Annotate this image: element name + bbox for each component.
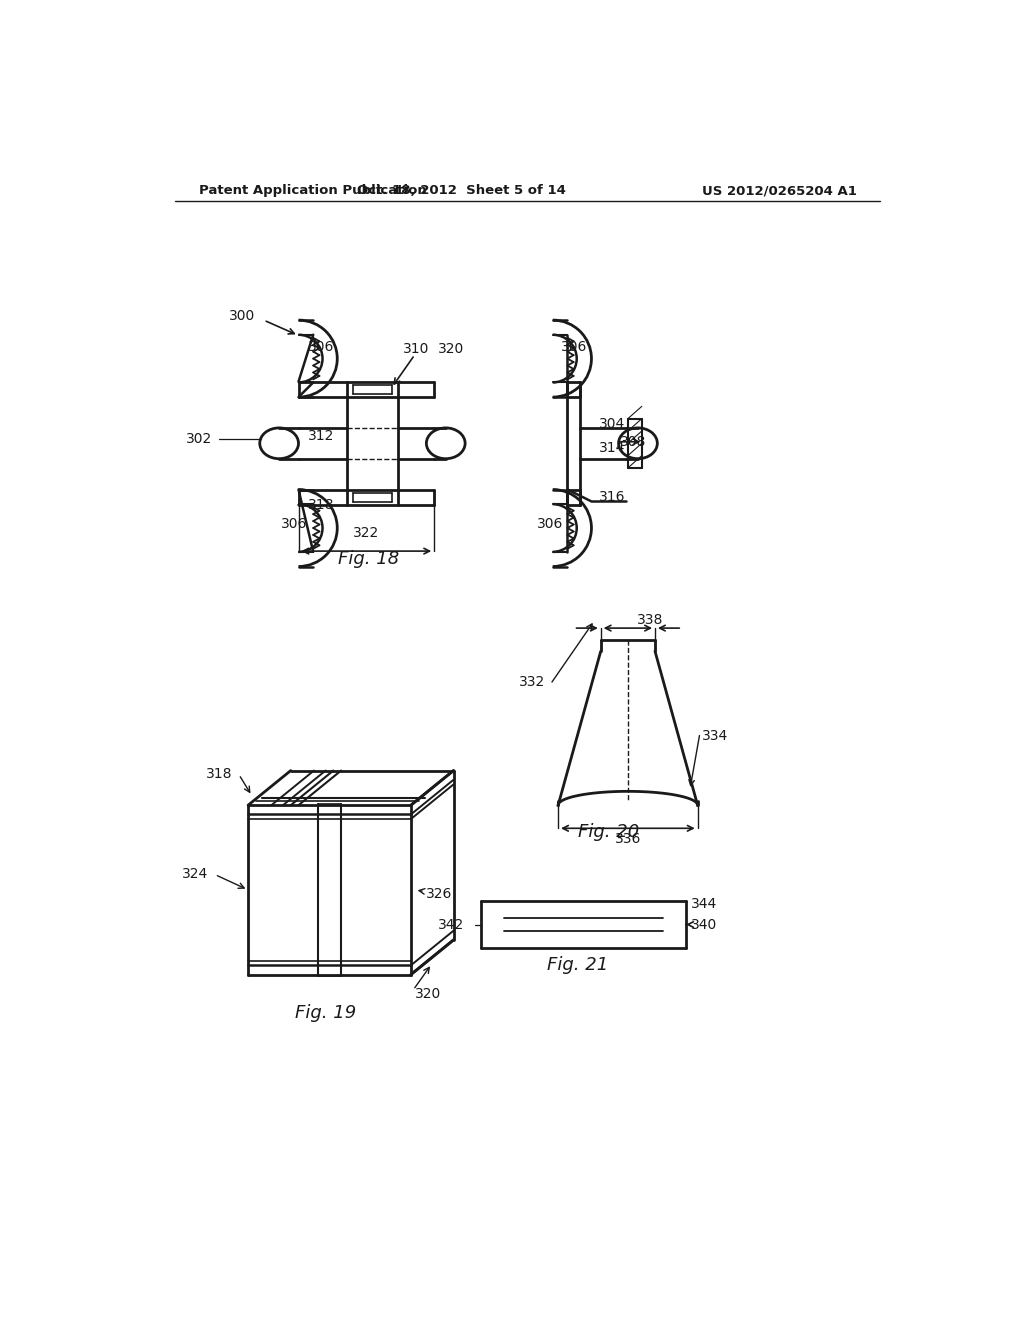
Text: 320: 320 <box>438 342 464 356</box>
Text: Fig. 18: Fig. 18 <box>338 550 399 568</box>
Text: 312: 312 <box>308 429 334 442</box>
Text: 306: 306 <box>281 517 307 531</box>
Text: 338: 338 <box>637 614 664 627</box>
Text: Fig. 20: Fig. 20 <box>578 824 639 841</box>
Text: 332: 332 <box>519 675 546 689</box>
Text: 300: 300 <box>228 309 255 323</box>
Text: 344: 344 <box>690 896 717 911</box>
Text: 306: 306 <box>560 341 587 354</box>
Text: 306: 306 <box>308 341 334 354</box>
Text: 342: 342 <box>438 917 464 932</box>
Text: 308: 308 <box>621 434 646 449</box>
Text: 316: 316 <box>599 490 626 504</box>
Text: 324: 324 <box>182 867 209 882</box>
Text: 304: 304 <box>599 417 626 432</box>
Text: Fig. 19: Fig. 19 <box>295 1005 356 1022</box>
Text: 306: 306 <box>538 517 563 531</box>
Text: 318: 318 <box>206 767 232 781</box>
Text: 318: 318 <box>308 498 334 512</box>
Text: 302: 302 <box>186 433 212 446</box>
Text: 336: 336 <box>614 832 641 846</box>
Text: US 2012/0265204 A1: US 2012/0265204 A1 <box>701 185 856 197</box>
Text: Oct. 18, 2012  Sheet 5 of 14: Oct. 18, 2012 Sheet 5 of 14 <box>356 185 565 197</box>
Text: 314: 314 <box>599 441 626 455</box>
Text: 310: 310 <box>403 342 429 356</box>
Text: Patent Application Publication: Patent Application Publication <box>200 185 427 197</box>
Text: 340: 340 <box>690 917 717 932</box>
Text: 322: 322 <box>353 527 380 540</box>
Text: 334: 334 <box>701 729 728 743</box>
Text: 326: 326 <box>426 887 453 900</box>
Text: Fig. 21: Fig. 21 <box>547 957 608 974</box>
Text: 320: 320 <box>415 987 441 1001</box>
